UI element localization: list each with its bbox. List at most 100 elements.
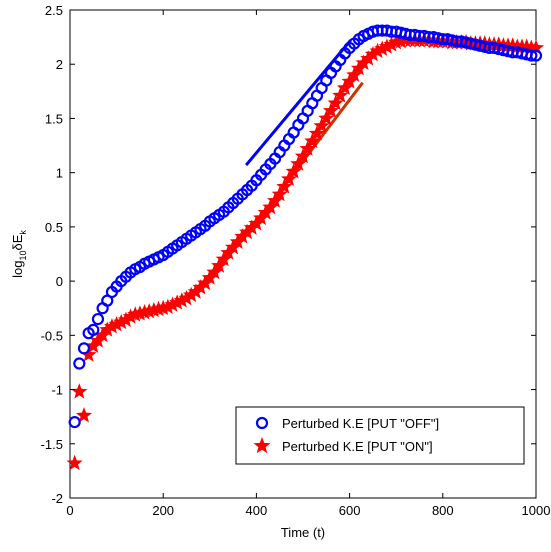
y-tick-label: -2: [51, 491, 63, 506]
star-point: [131, 305, 148, 321]
x-tick-label: 600: [339, 503, 361, 518]
star-point: [187, 283, 204, 299]
star-point: [159, 298, 176, 315]
circle-point: [77, 342, 91, 355]
y-tick-label: -1: [51, 383, 63, 398]
star-point: [122, 308, 139, 324]
star-point: [201, 269, 218, 285]
star-point: [271, 185, 288, 202]
star-point: [108, 315, 125, 332]
star-point: [276, 178, 293, 194]
y-tick-label: 1: [56, 166, 63, 181]
star-point: [103, 318, 121, 334]
star-point: [99, 321, 116, 337]
star-point: [360, 50, 377, 66]
legend: Perturbed K.E [PUT "OFF"] Perturbed K.E …: [235, 406, 525, 465]
star-point: [178, 289, 195, 306]
star-point: [136, 304, 153, 320]
star-point: [308, 125, 326, 141]
star-point: [89, 332, 107, 348]
legend-marker-off: [255, 416, 269, 430]
star-point: [369, 42, 386, 59]
y-tick-label: 2.5: [45, 3, 63, 18]
legend-marker-on: [253, 437, 271, 454]
y-axis-label-log: log: [10, 261, 25, 278]
star-point: [141, 302, 158, 319]
y-tick-label: 0: [56, 274, 63, 289]
axis-ticks: [69, 9, 537, 499]
star-point: [113, 313, 130, 330]
legend-label-off: Perturbed K.E [PUT "OFF"]: [282, 416, 439, 431]
y-axis-label-sub: 10: [18, 251, 28, 261]
y-tick-label: -0.5: [41, 328, 63, 343]
star-point: [80, 346, 97, 362]
star-point: [150, 300, 167, 317]
star-point: [239, 223, 256, 240]
star-point: [229, 233, 246, 249]
series-put-off: [68, 24, 543, 429]
star-point: [327, 94, 344, 111]
star-point: [169, 294, 186, 310]
star-point: [332, 87, 349, 103]
star-point: [192, 279, 209, 295]
star-point: [248, 215, 265, 231]
star-point: [280, 170, 298, 187]
star-point: [71, 383, 88, 399]
y-tick-label: 2: [56, 57, 63, 72]
star-point: [145, 301, 162, 318]
y-tick-label: 1.5: [45, 111, 63, 126]
star-point: [127, 306, 144, 322]
star-point: [257, 204, 274, 220]
star-point: [364, 45, 381, 62]
y-tick-label: -1.5: [41, 437, 63, 452]
star-point: [392, 32, 409, 49]
star-point: [183, 286, 200, 303]
x-axis-label: Time (t): [281, 525, 325, 540]
series-layer: [66, 24, 545, 471]
star-point: [294, 147, 312, 164]
x-tick-label: 400: [246, 503, 268, 518]
star-point: [388, 34, 405, 50]
star-point: [350, 60, 367, 76]
x-tick-label: 200: [152, 503, 174, 518]
x-tick-label: 800: [432, 503, 454, 518]
star-point: [220, 244, 237, 260]
circle-point: [87, 323, 100, 337]
star-point: [66, 454, 83, 471]
star-point: [94, 326, 111, 343]
star-point: [299, 140, 316, 156]
circle-point: [529, 49, 543, 62]
star-point: [234, 228, 251, 244]
x-tick-label: 1000: [522, 503, 551, 518]
star-point: [197, 274, 214, 291]
legend-box: [235, 406, 525, 465]
x-tick-label: 0: [66, 503, 73, 518]
star-point: [374, 40, 391, 56]
star-point: [164, 296, 181, 312]
series-put-on: [66, 31, 545, 471]
circle-point: [91, 312, 105, 326]
star-point: [383, 36, 400, 52]
y-axis-label-sub2: k: [18, 230, 28, 235]
legend-label-on: Perturbed K.E [PUT "ON"]: [282, 439, 433, 454]
star-point: [155, 299, 172, 316]
star-point: [117, 311, 134, 328]
star-point: [318, 109, 335, 126]
star-point: [378, 38, 395, 54]
star-point: [85, 337, 102, 354]
y-axis-label: log10δEk: [10, 230, 28, 278]
star-point: [304, 132, 321, 149]
axis-tick-labels: 0 200 400 600 800 1000 -2 -1.5 -1 -0.5 0 0.5 1 1.5 2 2.…: [41, 3, 551, 518]
star-point: [243, 219, 260, 235]
star-point: [75, 407, 93, 423]
star-point: [285, 163, 302, 179]
star-point: [313, 117, 330, 133]
star-point: [252, 209, 270, 226]
circle-point: [68, 415, 81, 429]
star-point: [173, 292, 190, 308]
star-point: [290, 155, 307, 171]
star-point: [225, 238, 242, 255]
star-point: [355, 54, 372, 71]
circle-point: [73, 357, 86, 370]
